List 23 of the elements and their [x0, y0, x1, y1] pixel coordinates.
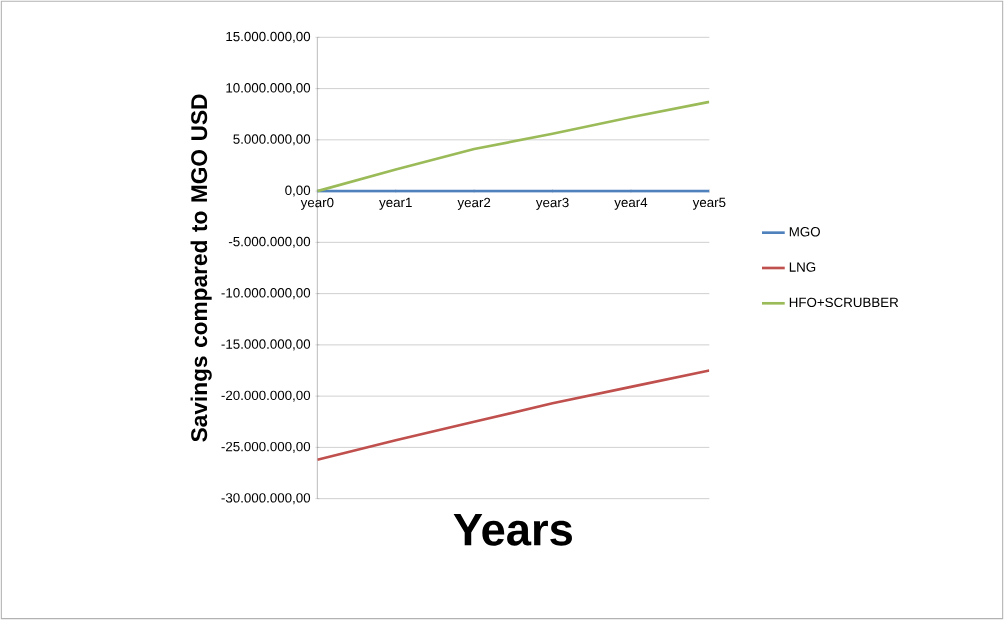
- y-tick-label: -30.000.000,00: [221, 493, 311, 505]
- legend-label: LNG: [789, 262, 816, 272]
- y-tick-label: -20.000.000,00: [221, 390, 311, 402]
- x-tick-label: year5: [692, 197, 726, 210]
- x-tick-label: year1: [379, 197, 412, 210]
- y-tick-label: 10.000.000,00: [226, 83, 311, 95]
- y-tick-label: -25.000.000,00: [221, 441, 311, 453]
- y-tick-label: 0,00: [285, 185, 311, 197]
- x-tick-label: year4: [614, 197, 648, 210]
- y-tick-label: -15.000.000,00: [221, 339, 311, 351]
- y-axis-title: Savings compared to MGO USD: [190, 94, 212, 442]
- x-tick-label: year0: [300, 197, 334, 210]
- y-tick-label: -10.000.000,00: [221, 288, 311, 300]
- y-tick-label: 5.000.000,00: [233, 134, 311, 146]
- y-tick-label: 15.000.000,00: [226, 31, 311, 43]
- y-tick-label: -5.000.000,00: [228, 236, 311, 248]
- line-series: [317, 369, 710, 462]
- legend-label: HFO+SCRUBBER: [789, 297, 899, 308]
- legend-label: MGO: [789, 227, 820, 237]
- line-series: [317, 100, 710, 193]
- x-tick-label: year3: [535, 197, 569, 210]
- x-axis-title: Years: [453, 514, 572, 546]
- x-tick-label: year2: [457, 197, 491, 210]
